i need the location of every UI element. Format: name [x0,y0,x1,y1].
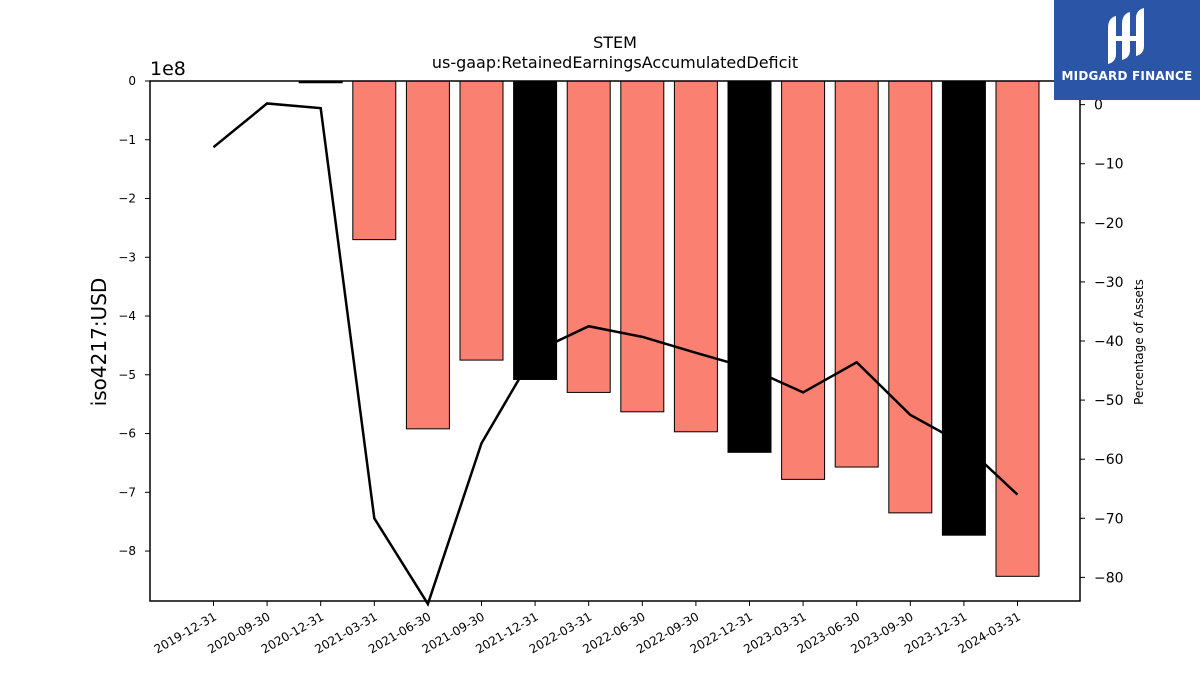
bar-2021-06-30 [405,80,450,430]
y2-tick-label: −30 [1094,275,1124,291]
y-tick-label: −3 [118,250,136,264]
bar-2022-03-31 [566,80,611,393]
percentage-line-path [212,102,1019,607]
bar-2023-03-31 [781,80,826,480]
chart-title: STEM [593,33,637,52]
bar-2022-06-30 [620,80,665,413]
logo-text: MIDGARD FINANCE [1061,69,1193,83]
y2-tick-label: −10 [1094,157,1124,173]
bar-2023-12-31 [941,80,986,536]
bar-2022-12-31 [727,80,772,453]
y-tick-label: −2 [118,192,136,206]
percentage-line [212,102,1019,607]
y2-tick-label: 0 [1094,98,1103,114]
y-tick-label: −6 [118,427,136,441]
chart-subtitle: us-gaap:RetainedEarningsAccumulatedDefic… [432,53,798,72]
midgard-finance-logo: MIDGARD FINANCE [1054,0,1200,100]
bar-2021-12-31 [513,80,558,380]
y2-tick-label: −70 [1094,511,1124,527]
y-tick-label: −8 [118,544,136,558]
bar-2021-03-31 [352,80,397,241]
y-tick-label: −1 [118,133,136,147]
y-tick-label: −4 [118,309,136,323]
bars [298,80,1040,577]
y2-tick-label: −60 [1094,452,1124,468]
y-offset-label: 1e8 [150,58,186,80]
logo-mark-icon [1108,8,1144,64]
y2-tick-label: −80 [1094,570,1124,586]
bar-2021-09-30 [459,80,504,361]
y2-tick-label: −20 [1094,216,1124,232]
bar-2023-09-30 [888,80,933,514]
y2-axis-label: Percentage of Assets [1132,279,1146,405]
y2-tick-label: −50 [1094,393,1124,409]
bar-2022-09-30 [673,80,718,433]
plot-frame [149,80,1081,602]
y-axis-label: iso4217:USD [87,278,111,407]
bar-2023-06-30 [834,80,879,468]
y2-tick-label: −40 [1094,334,1124,350]
y-tick-label: −5 [118,368,136,382]
y-tick-label: 0 [128,74,136,88]
y-tick-label: −7 [118,485,136,499]
bar-2024-03-31 [995,80,1040,577]
